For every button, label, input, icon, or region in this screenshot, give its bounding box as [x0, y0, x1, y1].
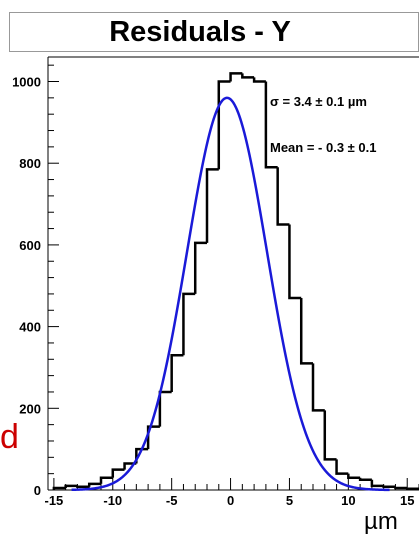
- histogram-bin: [323, 410, 337, 461]
- histogram-bin: [205, 168, 219, 243]
- histogram-bin: [241, 73, 255, 79]
- histogram-bin: [111, 468, 125, 478]
- histogram-bin: [87, 482, 101, 487]
- histogram-bin: [146, 425, 160, 450]
- y-tick-label: 600: [19, 238, 41, 253]
- y-tick-label: 200: [19, 401, 41, 416]
- histogram-bin: [405, 487, 419, 491]
- histogram-bin: [182, 292, 196, 356]
- y-tick-label: 1000: [12, 75, 41, 90]
- x-tick-label: 0: [227, 493, 234, 508]
- y-tick-label: 400: [19, 320, 41, 335]
- x-tick-label: -10: [103, 493, 122, 508]
- histogram-bin: [382, 485, 396, 488]
- chart-title: Residuals - Y: [109, 15, 291, 48]
- x-tick-label: 15: [400, 493, 414, 508]
- y-tick-label: 800: [19, 156, 41, 171]
- histogram-bin: [229, 72, 243, 82]
- histogram-bin: [347, 473, 361, 479]
- sigma-annotation: σ = 3.4 ± 0.1 µm: [270, 94, 367, 109]
- axes: 0 200 400 600 800 1000 -15 -10 -5 0 5 10 15: [12, 56, 419, 508]
- x-tick-label: -5: [166, 493, 178, 508]
- histogram-bin: [158, 390, 172, 427]
- histogram-bin: [394, 486, 408, 490]
- histogram-bin: [276, 167, 290, 226]
- histogram-bin: [335, 459, 349, 475]
- x-tick-label: -15: [44, 493, 63, 508]
- x-tick-label: 10: [341, 493, 355, 508]
- histogram-bin: [64, 484, 78, 488]
- y-tick-label: 0: [34, 483, 41, 498]
- histogram-bin: [170, 353, 184, 392]
- histogram-bin: [311, 363, 325, 412]
- gaussian-fit-curve: [71, 96, 390, 492]
- histogram-bin: [217, 80, 231, 170]
- histogram-bin: [370, 479, 384, 488]
- histogram-bin: [52, 486, 66, 490]
- chart-title-box: Residuals - Y: [9, 12, 419, 52]
- x-tick-label: 5: [286, 493, 293, 508]
- histogram-series: [52, 72, 419, 491]
- gaussian-fit-series: [71, 96, 390, 492]
- histogram-bin: [264, 81, 278, 169]
- histogram-bin: [299, 298, 313, 365]
- histogram-bin: [358, 477, 372, 482]
- x-axis-unit-label: µm: [364, 508, 398, 535]
- histogram-bin: [123, 462, 137, 470]
- fit-annotations: σ = 3.4 ± 0.1 µm Mean = - 0.3 ± 0.1: [270, 94, 377, 155]
- histogram-bin: [252, 77, 266, 83]
- histogram-bin: [193, 241, 207, 294]
- cropped-red-text-fragment: d: [0, 418, 19, 456]
- mean-annotation: Mean = - 0.3 ± 0.1: [270, 140, 377, 155]
- histogram-bin: [288, 224, 302, 300]
- histogram-bin: [76, 485, 90, 488]
- histogram-bin: [99, 476, 113, 484]
